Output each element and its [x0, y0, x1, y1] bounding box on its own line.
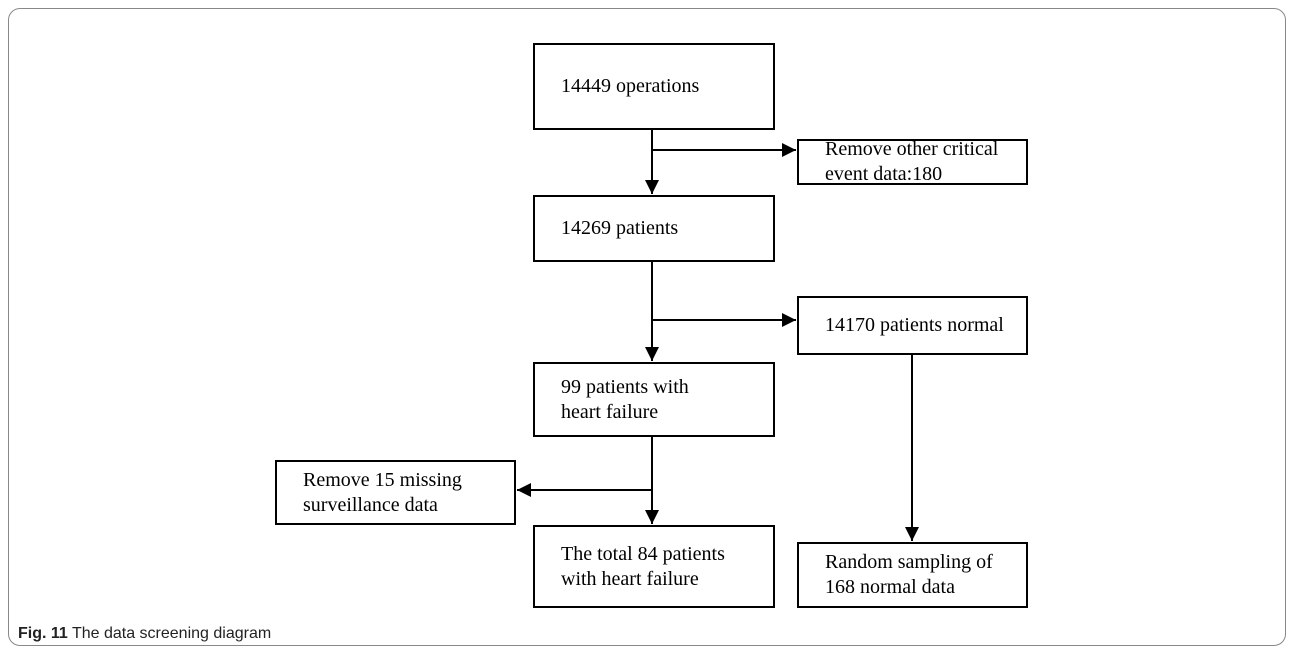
box-label: 14269 patients — [561, 217, 679, 239]
box: 14269 patients — [533, 195, 775, 262]
box: Remove other critical event data:180 — [797, 138, 1028, 185]
caption: Fig. 11 The data screening diagram — [18, 625, 271, 643]
box-label: The total 84 patients — [561, 542, 725, 565]
box: 14449 operations — [533, 43, 775, 130]
caption-text: The data screening diagram — [71, 625, 272, 642]
figure-frame — [8, 8, 1286, 646]
box-label: Random sampling of — [825, 551, 993, 573]
box: The total 84 patients with heart failure — [533, 525, 775, 608]
box: 99 patients with heart failure — [533, 362, 775, 437]
box-label: 14170 patients normal — [825, 314, 1004, 336]
box-label: 168 normal data — [825, 576, 955, 598]
box: Remove 15 missing surveillance data — [275, 460, 516, 525]
box: 14170 patients normal — [797, 296, 1028, 355]
box-label: Remove other critical — [825, 138, 999, 160]
box-label: heart failure — [561, 400, 659, 423]
box-label: 99 patients with — [561, 375, 689, 398]
box-label: Remove 15 missing — [303, 468, 462, 491]
box-label: with heart failure — [561, 567, 699, 590]
caption-label: Fig. 11 — [18, 625, 68, 642]
box: Random sampling of 168 normal data — [797, 542, 1028, 608]
box-label: 14449 operations — [561, 75, 700, 97]
box-label: event data:180 — [825, 163, 943, 185]
box-label: surveillance data — [303, 493, 438, 516]
